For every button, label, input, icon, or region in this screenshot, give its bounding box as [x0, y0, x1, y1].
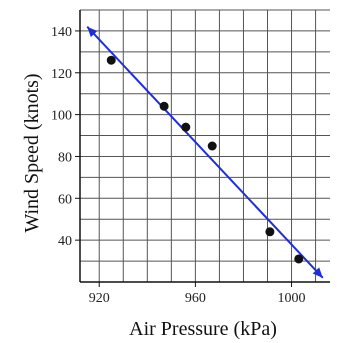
- trend-line: [86, 26, 324, 279]
- y-tick-label: 120: [51, 67, 72, 82]
- data-point: [207, 141, 217, 151]
- data-point: [159, 101, 169, 111]
- y-tick-label: 40: [58, 234, 72, 249]
- y-tick-label: 60: [58, 192, 72, 207]
- x-tick-label: 1000: [278, 291, 306, 306]
- data-point: [265, 227, 275, 237]
- grid: [80, 9, 330, 282]
- data-points: [106, 55, 304, 264]
- x-axis-title: Air Pressure (kPa): [129, 318, 277, 340]
- trend-arrow-start: [87, 26, 98, 38]
- y-tick-label: 100: [51, 109, 72, 124]
- y-axis-title: Wind Speed (knots): [21, 73, 43, 232]
- trend-arrow-end: [312, 267, 323, 278]
- y-tick-label: 80: [58, 150, 72, 165]
- data-point: [106, 55, 116, 65]
- data-point: [181, 122, 191, 132]
- trend-line-group: [86, 26, 324, 279]
- axes: [75, 10, 330, 287]
- data-point: [294, 254, 304, 264]
- tick-labels: 40 60 80 100 120 140 920 960 1000: [51, 25, 306, 306]
- y-tick-label: 140: [51, 25, 72, 40]
- x-tick-label: 920: [89, 291, 110, 306]
- x-tick-label: 960: [185, 291, 206, 306]
